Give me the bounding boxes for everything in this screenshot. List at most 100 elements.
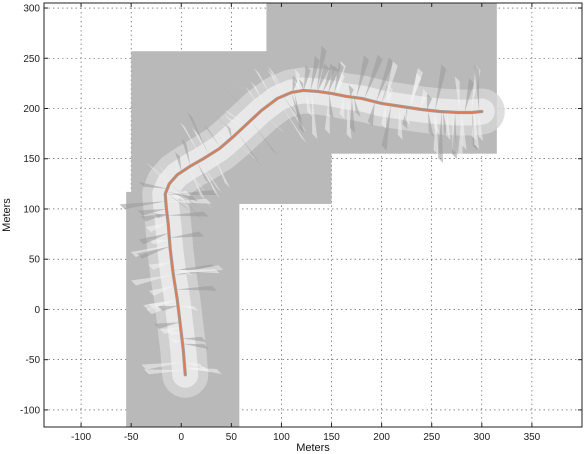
scan-streak: [138, 233, 169, 245]
scan-streak: [474, 64, 480, 112]
scan-streak: [148, 261, 172, 270]
scan-streak: [178, 173, 208, 203]
scan-streak: [224, 109, 247, 125]
scan-streak: [143, 299, 178, 311]
scan-streak: [186, 112, 209, 156]
scan-streak: [199, 161, 220, 198]
scan-streak: [199, 160, 222, 193]
scan-streak: [165, 195, 185, 201]
scan-streak: [180, 122, 203, 160]
scan-streak: [293, 79, 300, 92]
scan-streak: [337, 71, 345, 95]
scan-streak: [224, 88, 254, 119]
scan-streak: [420, 89, 429, 110]
scan-streak: [381, 104, 392, 151]
scan-streak: [131, 274, 174, 286]
scan-streak: [157, 164, 172, 182]
scan-streak: [221, 123, 236, 135]
scan-streak: [165, 198, 212, 204]
scan-streak: [237, 132, 263, 167]
scan-streak: [152, 169, 171, 183]
scan-streak: [339, 95, 345, 119]
scan-streak: [213, 112, 235, 136]
scan-streak: [141, 362, 185, 370]
scan-streak: [148, 285, 176, 296]
scan-streak: [186, 168, 206, 193]
scan-streak: [169, 338, 183, 344]
scan-streak: [367, 101, 375, 127]
x-tick-label: -50: [124, 432, 139, 443]
scan-streak: [310, 55, 320, 91]
scan-streak: [454, 76, 460, 113]
scan-streak: [225, 124, 232, 139]
scan-streak: [177, 305, 199, 312]
y-tick-label: 150: [23, 154, 40, 165]
trajectory: [163, 88, 484, 377]
scan-streak: [167, 211, 209, 217]
scan-streak: [159, 327, 181, 335]
scan-streak: [180, 172, 215, 211]
scan-streak: [181, 336, 207, 342]
scan-streak: [137, 208, 167, 216]
scan-streak: [317, 63, 330, 92]
scan-streak: [165, 190, 192, 196]
scan-streak: [157, 305, 179, 311]
scan-streak: [253, 68, 275, 102]
scan-streak: [153, 213, 168, 219]
scan-streak: [364, 54, 383, 100]
scan-streak: [461, 112, 467, 151]
scan-streak: [292, 75, 298, 93]
scan-streak: [354, 97, 361, 118]
scan-streak: [443, 111, 449, 139]
scan-streak: [231, 138, 263, 165]
x-tick-label: 100: [273, 432, 290, 443]
scan-streak: [346, 96, 352, 140]
scan-streak: [267, 66, 286, 95]
scan-streak: [250, 120, 279, 157]
scan-streak: [197, 162, 211, 185]
scan-streak: [282, 96, 299, 117]
scan-streak: [438, 111, 444, 163]
scan-streak: [445, 111, 451, 141]
scan-streak: [169, 183, 198, 208]
scan-streak: [166, 189, 189, 204]
x-tick-label: 300: [473, 432, 490, 443]
y-axis-title: Meters: [1, 198, 13, 232]
scan-streak: [188, 167, 206, 200]
scan-streak: [328, 65, 339, 93]
x-tick-label: 250: [423, 432, 440, 443]
scan-streak: [182, 343, 210, 350]
scan-streak: [173, 265, 224, 274]
scan-streak: [294, 91, 305, 134]
scan-streak: [426, 93, 433, 111]
scan-streak: [404, 106, 411, 126]
scan-streak: [478, 111, 484, 142]
scan-streak: [356, 55, 369, 98]
x-axis-title: Meters: [296, 442, 330, 454]
scan-streak: [218, 130, 227, 143]
scan-streak: [457, 112, 463, 162]
y-tick-label: 250: [23, 54, 40, 65]
scan-streak: [184, 362, 205, 369]
scan-streak: [192, 128, 209, 156]
scan-streak: [410, 73, 422, 108]
scan-streak: [212, 152, 230, 188]
scan-streak: [148, 239, 170, 245]
scan-streak: [333, 62, 344, 94]
x-tick-label: 350: [524, 432, 541, 443]
scan-streak: [397, 106, 403, 140]
axes-frame: [43, 2, 583, 428]
scan-streak: [433, 110, 440, 134]
trajectory-line: [164, 89, 483, 376]
y-tick-label: -50: [26, 355, 41, 366]
scan-streak: [464, 78, 475, 113]
scan-streak: [168, 184, 187, 200]
scan-streak: [119, 201, 166, 210]
scan-streak: [166, 191, 190, 211]
scan-streak: [328, 93, 334, 119]
scan-streak: [324, 93, 330, 135]
scan-streak: [234, 81, 264, 110]
y-tick-label: 200: [23, 104, 40, 115]
scan-streak: [298, 78, 304, 91]
scan-streak: [175, 285, 217, 291]
